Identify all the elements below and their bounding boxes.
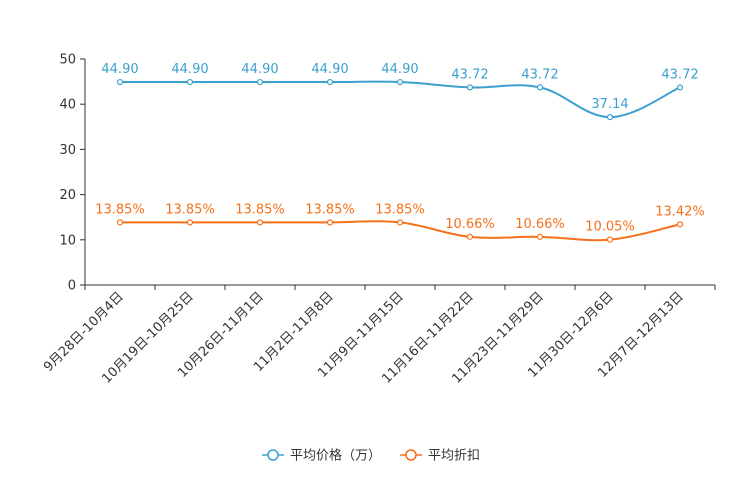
series-layer: 44.90 44.90 44.90 44.90 44.90 43.72 43.72 37.14…	[95, 62, 705, 243]
legend-label: 平均折扣	[428, 449, 480, 464]
series-1: 44.90 44.90 44.90 44.90 44.90 43.72 43.72 37.14…	[101, 62, 699, 121]
data-point[interactable]	[186, 78, 194, 86]
data-label: 43.72	[451, 67, 488, 82]
data-label: 44.90	[101, 62, 138, 77]
data-point[interactable]	[536, 233, 544, 240]
data-point[interactable]	[676, 84, 684, 91]
legend-circle-icon	[405, 449, 417, 461]
data-label: 43.72	[521, 67, 558, 82]
data-point[interactable]	[256, 219, 264, 226]
data-label: 44.90	[171, 62, 208, 77]
y-tick-label: 40	[59, 98, 76, 113]
data-label: 44.90	[381, 62, 418, 77]
data-label: 43.72	[661, 67, 698, 82]
legend-label: 平均价格（万）	[290, 448, 381, 464]
data-point[interactable]	[676, 221, 684, 228]
legend-item-2[interactable]: 平均折扣	[400, 449, 480, 464]
data-label: 44.90	[241, 62, 278, 77]
series-2: 13.85% 13.85% 13.85% 13.85% 13.85% 10.66% 10.6…	[95, 202, 705, 243]
legend-item-1[interactable]: 平均价格（万）	[262, 448, 381, 464]
data-label: 13.85%	[305, 202, 355, 217]
data-point[interactable]	[396, 78, 404, 86]
data-point[interactable]	[326, 219, 334, 226]
data-label: 10.66%	[515, 217, 565, 232]
data-point[interactable]	[606, 236, 614, 243]
data-label: 13.85%	[95, 202, 145, 217]
data-point[interactable]	[256, 78, 264, 86]
y-tick-label: 20	[59, 188, 76, 203]
data-label: 10.66%	[445, 217, 495, 232]
data-point[interactable]	[606, 114, 614, 121]
data-point[interactable]	[466, 84, 474, 91]
data-point[interactable]	[396, 219, 404, 226]
data-point[interactable]	[466, 233, 474, 240]
data-point[interactable]	[186, 219, 194, 226]
data-label: 13.42%	[655, 204, 705, 219]
legend[interactable]: 平均价格（万） 平均折扣	[262, 448, 480, 464]
legend-circle-icon	[267, 449, 279, 461]
data-label: 44.90	[311, 62, 348, 77]
y-tick-label: 30	[59, 143, 76, 158]
data-label: 37.14	[591, 97, 628, 112]
y-tick-label: 50	[59, 53, 76, 68]
data-point[interactable]	[326, 78, 334, 86]
data-point[interactable]	[116, 219, 124, 226]
data-point[interactable]	[116, 78, 124, 86]
data-label: 13.85%	[235, 202, 285, 217]
y-tick-label: 0	[68, 279, 76, 294]
data-label: 13.85%	[375, 202, 425, 217]
data-label: 13.85%	[165, 202, 215, 217]
y-tick-label: 10	[59, 233, 76, 248]
data-point[interactable]	[536, 84, 544, 91]
data-label: 10.05%	[585, 220, 635, 235]
